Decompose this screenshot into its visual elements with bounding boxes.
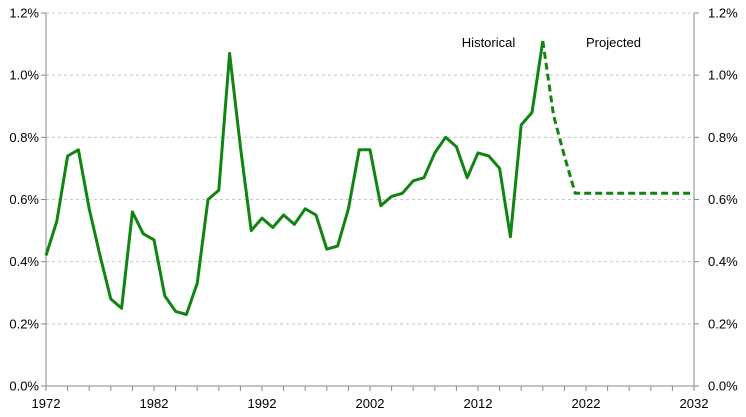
- series-lines: [44, 40, 694, 316]
- projected-series-line: [541, 40, 694, 195]
- projected-annotation: Projected: [586, 35, 641, 50]
- axes: [41, 12, 699, 391]
- historical-series-line: [44, 40, 545, 316]
- annotations: Historical Projected: [462, 35, 641, 50]
- left-y-tick-label: 0.6%: [9, 192, 39, 207]
- historical-annotation: Historical: [462, 35, 516, 50]
- x-tick-label: 1992: [248, 396, 277, 411]
- left-y-tick-label: 1.0%: [9, 68, 39, 83]
- right-y-tick-label: 1.0%: [708, 68, 738, 83]
- left-y-tick-label: 0.8%: [9, 130, 39, 145]
- tick-labels: 0.0% 0.0% 0.2% 0.2% 0.4% 0.4% 0.6% 0.6% 0.8% 0.8%…: [9, 6, 738, 412]
- left-y-tick-label: 1.2%: [9, 6, 39, 21]
- left-y-tick-label: 0.0%: [9, 379, 39, 394]
- right-y-tick-label: 0.8%: [708, 130, 738, 145]
- x-tick-label: 2002: [356, 396, 385, 411]
- x-tick-label: 1982: [140, 396, 169, 411]
- x-tick-label: 2012: [464, 396, 493, 411]
- right-y-tick-label: 0.2%: [708, 316, 738, 331]
- right-y-tick-label: 0.0%: [708, 379, 738, 394]
- x-tick-label: 1972: [32, 396, 61, 411]
- x-tick-label: 2022: [572, 396, 601, 411]
- x-tick-label: 2032: [680, 396, 709, 411]
- right-y-tick-label: 0.6%: [708, 192, 738, 207]
- left-y-tick-label: 0.2%: [9, 316, 39, 331]
- right-y-tick-label: 0.4%: [708, 254, 738, 269]
- left-y-tick-label: 0.4%: [9, 254, 39, 269]
- gridlines: [46, 12, 694, 325]
- right-y-tick-label: 1.2%: [708, 6, 738, 21]
